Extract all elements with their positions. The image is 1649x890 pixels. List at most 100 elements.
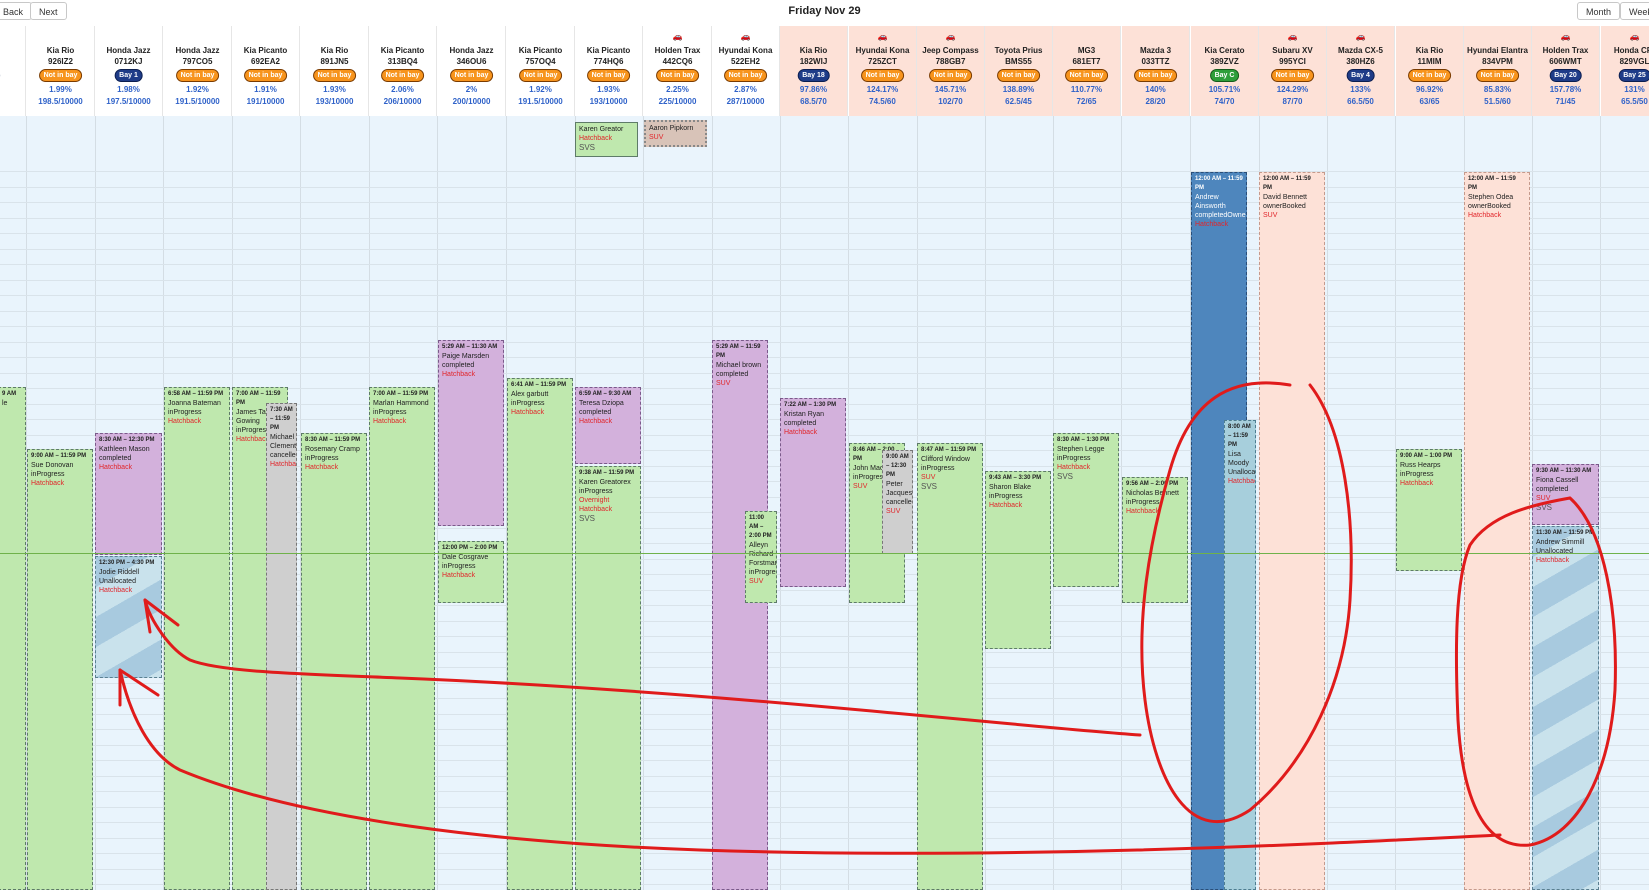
usage-km: 198.5/10000 — [38, 97, 83, 106]
booking-name: Fiona Cassell — [1536, 477, 1579, 484]
booking-name: Joanna Bateman — [168, 400, 221, 407]
vehicle-column-header[interactable]: 🚗 Subaru XV 995YCI Not in bay 124.29% 87/70 — [1259, 26, 1327, 116]
bay-status-badge[interactable]: Not in bay — [1064, 69, 1109, 82]
booking-status: completedOwner — [1195, 212, 1247, 219]
vehicle-plate: 926IZ2 — [48, 57, 73, 66]
bay-status-badge[interactable]: Not in bay — [380, 69, 425, 82]
booking-block[interactable]: 9:00 AM – 12:30 PM Peter Jacques cancell… — [882, 450, 913, 554]
booking-block[interactable]: 7:00 AM – 11:59 PM Marlan Hammond inProg… — [369, 387, 435, 890]
booking-block[interactable]: 6:41 AM – 11:59 PM Alex garbutt inProgre… — [507, 378, 573, 890]
bay-status-badge[interactable]: Not in bay — [518, 69, 563, 82]
vehicle-column-header[interactable]: nic2ay%00 — [0, 26, 26, 116]
bay-status-badge[interactable]: Not in bay — [996, 69, 1041, 82]
bay-status-badge[interactable]: Not in bay — [1133, 69, 1178, 82]
vehicle-column-header[interactable]: Kia Picanto 757OQ4 Not in bay 1.92% 191.5/10… — [507, 26, 575, 116]
bay-status-badge[interactable]: Not in bay — [655, 69, 700, 82]
vehicle-name: MG3 — [1077, 46, 1096, 55]
vehicle-column-header[interactable]: Honda Jazz 346OU6 Not in bay 2% 200/10000 — [438, 26, 506, 116]
bay-status-badge[interactable]: Bay C — [1209, 69, 1240, 82]
bay-status-badge[interactable]: Bay 20 — [1549, 69, 1582, 82]
next-button[interactable]: Next — [30, 2, 67, 20]
vehicle-column-header[interactable]: Kia Rio 926IZ2 Not in bay 1.99% 198.5/10000 — [27, 26, 95, 116]
booking-block[interactable]: 8:30 AM – 1:30 PM Stephen Legge inProgre… — [1053, 433, 1119, 587]
vehicle-column-header[interactable]: Mazda 3 033TTZ Not in bay 140% 28/20 — [1122, 26, 1190, 116]
booking-block[interactable]: 9:38 AM – 11:59 PM Karen Greatorex inPro… — [575, 466, 641, 890]
vehicle-column-header[interactable]: Kia Picanto 313BQ4 Not in bay 2.06% 206/1000… — [369, 26, 437, 116]
booking-block[interactable]: 6:58 AM – 11:59 PM Joanna Bateman inProg… — [164, 387, 230, 890]
vehicle-column-header[interactable]: Hyundai Elantra 834VPM Not in bay 85.83% 51.… — [1464, 26, 1532, 116]
booking-block[interactable]: 7:30 AM – 11:59 PM Michael Clement cance… — [266, 403, 297, 890]
booking-block[interactable]: 9:00 AM – 1:00 PM Russ Hearps inProgress… — [1396, 449, 1462, 571]
booking-block[interactable]: 5:29 AM – 11:30 AM Paige Marsden complet… — [438, 340, 504, 526]
booking-status: inProgress — [579, 488, 613, 495]
week-view-button[interactable]: Week — [1620, 2, 1649, 20]
booking-block[interactable]: 6:59 AM – 9:30 AM Teresa Dziopa complete… — [575, 387, 641, 464]
vehicle-column-header[interactable]: MG3 681ET7 Not in bay 110.77% 72/65 — [1053, 26, 1121, 116]
vehicle-plate: BMS55 — [1005, 57, 1032, 66]
booking-block[interactable]: 5:29 AM – 11:59 PM Michael brown complet… — [712, 340, 768, 890]
vehicle-column-header[interactable]: 🚗 Hyundai Kona 522EH2 Not in bay 2.87% 287/10… — [712, 26, 780, 116]
booking-time: 12:30 PM – 4:30 PM — [99, 560, 155, 566]
booking-block[interactable]: 8:30 AM – 11:59 PM Rosemary Cramp inProg… — [301, 433, 367, 890]
booking-block[interactable]: 11:30 AM – 11:59 PM Andrew Simmill Unall… — [1532, 526, 1599, 890]
vehicle-column-header[interactable]: 🚗 Hyundai Kona 725ZCT Not in bay 124.17% 74.5… — [849, 26, 917, 116]
booking-block[interactable]: 9:00 AM – 11:59 PM Sue Donovan inProgres… — [27, 449, 93, 890]
booking-status: completed — [716, 371, 749, 378]
car-icon: 🚗 — [1629, 32, 1640, 41]
bay-status-badge[interactable]: Not in bay — [928, 69, 973, 82]
unallocated-booking[interactable]: Aaron Pipkorn SUV — [644, 120, 707, 147]
booking-block[interactable]: 8:30 AM – 12:30 PM Kathleen Mason comple… — [95, 433, 162, 555]
usage-percent: 85.83% — [1483, 85, 1512, 94]
vehicle-column-header[interactable]: Kia Rio 891JN5 Not in bay 1.93% 193/10000 — [301, 26, 369, 116]
booking-block[interactable]: 8:00 AM – 11:59 PM Lisa Moody Unallocate… — [1224, 420, 1256, 890]
vehicle-column-header[interactable]: 🚗 Honda CR- 829VGL Bay 25 131% 65.5/50 — [1601, 26, 1649, 116]
vehicle-column-header[interactable]: Kia Rio 11MIM Not in bay 96.92% 63/65 — [1396, 26, 1464, 116]
booking-block[interactable]: 12:00 PM – 2:00 PM Dale Cosgrave inProgr… — [438, 541, 504, 603]
vehicle-column-header[interactable]: Honda Jazz 0712KJ Bay 1 1.98% 197.5/10000 — [95, 26, 163, 116]
vehicle-name: Jeep Compass — [922, 46, 979, 55]
booking-block[interactable]: 12:00 AM – 11:59 PM Stephen Odea ownerBo… — [1464, 172, 1530, 890]
column-divider — [643, 116, 644, 890]
vehicle-name: Kia Picanto — [243, 46, 288, 55]
vehicle-column-header[interactable]: 🚗 Holden Trax 442CQ6 Not in bay 2.25% 225/100… — [644, 26, 712, 116]
vehicle-column-header[interactable]: Kia Picanto 774HQ6 Not in bay 1.93% 193/1000… — [575, 26, 643, 116]
booking-block[interactable]: 7:22 AM – 1:30 PM Kristan Ryan completed… — [780, 398, 846, 587]
vehicle-plate: 692EA2 — [251, 57, 280, 66]
bay-status-badge[interactable]: Not in bay — [860, 69, 905, 82]
bay-status-badge[interactable]: Not in bay — [1407, 69, 1452, 82]
vehicle-column-header[interactable]: 🚗 Jeep Compass 788GB7 Not in bay 145.71% 102/… — [917, 26, 985, 116]
bay-status-badge[interactable]: Not in bay — [38, 69, 83, 82]
booking-block[interactable]: 9 AM le — [0, 387, 26, 890]
bay-status-badge[interactable]: Not in bay — [449, 69, 494, 82]
bay-status-badge[interactable]: Not in bay — [1270, 69, 1315, 82]
booking-type: Hatchback — [373, 418, 407, 425]
bay-status-badge[interactable]: Not in bay — [175, 69, 220, 82]
bay-status-badge[interactable]: Not in bay — [243, 69, 288, 82]
booking-block[interactable]: 11:00 AM – 2:00 PM Alleyn Richard Forstm… — [745, 511, 777, 603]
bay-status-badge[interactable]: Not in bay — [312, 69, 357, 82]
bay-status-badge[interactable]: Bay 4 — [1346, 69, 1375, 82]
bay-status-badge[interactable]: Not in bay — [723, 69, 768, 82]
booking-block[interactable]: 9:30 AM – 11:30 AM Fiona Cassell complet… — [1532, 464, 1599, 525]
bay-status-badge[interactable]: Not in bay — [586, 69, 631, 82]
bay-status-badge[interactable]: Bay 18 — [797, 69, 830, 82]
booking-block[interactable]: 8:47 AM – 11:59 PM Clifford Window inPro… — [917, 443, 983, 890]
booking-block[interactable]: 12:30 PM – 4:30 PM Jodie Riddell Unalloc… — [95, 556, 162, 678]
booking-block[interactable]: 12:00 AM – 11:59 PM David Bennett ownerB… — [1259, 172, 1325, 890]
vehicle-column-header[interactable]: Toyota Prius BMS55 Not in bay 138.89% 62.5/4… — [985, 26, 1053, 116]
usage-percent: 105.71% — [1208, 85, 1241, 94]
vehicle-column-header[interactable]: 🚗 Mazda CX-5 380HZ6 Bay 4 133% 66.5/50 — [1327, 26, 1395, 116]
vehicle-column-header[interactable]: Kia Picanto 692EA2 Not in bay 1.91% 191/1000… — [232, 26, 300, 116]
booking-block[interactable]: 9:43 AM – 3:30 PM Sharon Blake inProgres… — [985, 471, 1051, 649]
bay-status-badge[interactable]: Bay 1 — [114, 69, 143, 82]
month-view-button[interactable]: Month — [1577, 2, 1621, 20]
vehicle-column-header[interactable]: Honda Jazz 797CO5 Not in bay 1.92% 191.5/100… — [164, 26, 232, 116]
vehicle-column-header[interactable]: Kia Cerato 389ZVZ Bay C 105.71% 74/70 — [1191, 26, 1259, 116]
bay-status-badge[interactable]: Not in bay — [1475, 69, 1520, 82]
unallocated-booking[interactable]: Karen Greator Hatchback SVS — [575, 122, 638, 157]
bay-status-badge[interactable]: Bay 25 — [1618, 69, 1649, 82]
booking-block[interactable]: 9:56 AM – 2:00 PM Nicholas Bennett inPro… — [1122, 477, 1188, 603]
vehicle-column-header[interactable]: Kia Rio 182WIJ Bay 18 97.86% 68.5/70 — [780, 26, 848, 116]
vehicle-column-header[interactable]: 🚗 Holden Trax 606WMT Bay 20 157.78% 71/45 — [1532, 26, 1600, 116]
